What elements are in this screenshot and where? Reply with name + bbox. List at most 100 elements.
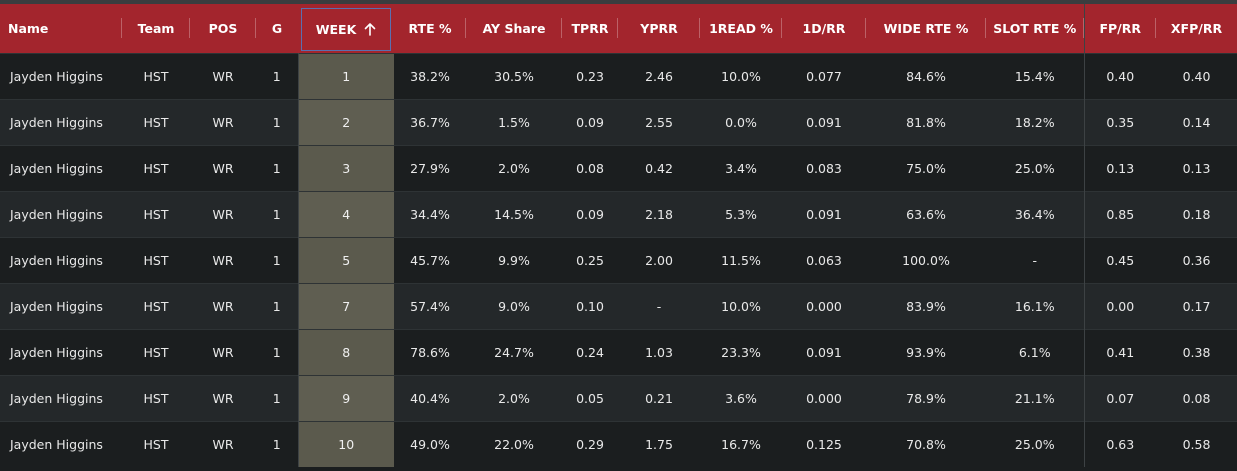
cell-name[interactable]: Jayden Higgins — [10, 252, 103, 268]
cell-team: HST — [143, 68, 169, 84]
cell-1drr: 0.125 — [806, 436, 842, 452]
cell-yprr: 2.00 — [645, 252, 673, 268]
col-divider — [561, 18, 562, 38]
cell-g: 1 — [256, 237, 299, 283]
cell-yprr: 0.21 — [645, 390, 673, 406]
cell-ay-share: 2.0% — [498, 160, 530, 176]
cell-xfprr: 0.17 — [1182, 298, 1211, 314]
cell-xfprr: 0.36 — [1182, 252, 1211, 268]
table-row[interactable]: Jayden Higgins HST WR 1 5 45.7% 9.9% 0.2… — [0, 237, 1237, 283]
cell-week: 3 — [298, 145, 394, 191]
col-header-yprr[interactable]: YPRR — [618, 4, 700, 53]
cell-wide-rte: 63.6% — [906, 206, 946, 222]
cell-slot-rte: 21.1% — [1014, 390, 1055, 406]
col-header-yprr-label: YPRR — [640, 20, 678, 36]
table-row[interactable]: Jayden Higgins HST WR 1 1 38.2% 30.5% 0.… — [0, 53, 1237, 99]
cell-xfprr: 0.38 — [1182, 344, 1211, 360]
col-header-pos[interactable]: POS — [190, 4, 256, 53]
col-header-team[interactable]: Team — [122, 4, 190, 53]
cell-tprr: 0.24 — [576, 344, 604, 360]
cell-name[interactable]: Jayden Higgins — [10, 298, 103, 314]
cell-name[interactable]: Jayden Higgins — [10, 206, 103, 222]
cell-name[interactable]: Jayden Higgins — [10, 344, 103, 360]
col-header-rte-label: RTE % — [408, 20, 452, 36]
col-header-1read-label: 1READ % — [709, 20, 773, 36]
cell-ay-share: 24.7% — [494, 344, 534, 360]
col-header-rte[interactable]: RTE % — [394, 4, 466, 53]
cell-ay-share: 2.0% — [498, 390, 530, 406]
cell-slot-rte: 25.0% — [1014, 436, 1055, 452]
table-row[interactable]: Jayden Higgins HST WR 1 9 40.4% 2.0% 0.0… — [0, 375, 1237, 421]
col-header-g[interactable]: G — [256, 4, 298, 53]
cell-tprr: 0.09 — [576, 206, 604, 222]
table-row[interactable]: Jayden Higgins HST WR 1 8 78.6% 24.7% 0.… — [0, 329, 1237, 375]
cell-pos: WR — [212, 206, 234, 222]
cell-ay-share: 22.0% — [494, 436, 534, 452]
cell-ay-share: 9.0% — [498, 298, 530, 314]
cell-g: 1 — [256, 375, 299, 421]
col-header-name-label: Name — [8, 20, 49, 36]
table-row[interactable]: Jayden Higgins HST WR 1 10 49.0% 22.0% 0… — [0, 421, 1237, 467]
table-row[interactable]: Jayden Higgins HST WR 1 3 27.9% 2.0% 0.0… — [0, 145, 1237, 191]
cell-name[interactable]: Jayden Higgins — [10, 160, 103, 176]
cell-rte: 57.4% — [410, 298, 450, 314]
table-row[interactable]: Jayden Higgins HST WR 1 2 36.7% 1.5% 0.0… — [0, 99, 1237, 145]
cell-tprr: 0.05 — [576, 390, 604, 406]
cell-rte: 78.6% — [410, 344, 450, 360]
cell-1drr: 0.000 — [806, 298, 842, 314]
cell-wide-rte: 83.9% — [906, 298, 946, 314]
col-header-1drr-label: 1D/RR — [802, 20, 846, 36]
cell-team: HST — [143, 160, 169, 176]
cell-yprr: 0.42 — [645, 160, 673, 176]
col-divider — [255, 18, 256, 38]
cell-tprr: 0.29 — [576, 436, 604, 452]
cell-yprr: 2.46 — [645, 68, 673, 84]
cell-rte: 27.9% — [410, 160, 450, 176]
cell-g: 1 — [256, 421, 299, 467]
col-header-week[interactable]: WEEK — [298, 4, 394, 53]
cell-ay-share: 30.5% — [494, 68, 534, 84]
cell-pos: WR — [212, 160, 234, 176]
arrow-up-icon[interactable] — [364, 22, 376, 37]
cell-name[interactable]: Jayden Higgins — [10, 436, 103, 452]
col-header-fprr[interactable]: FP/RR — [1083, 4, 1156, 53]
col-header-wide-rte[interactable]: WIDE RTE % — [866, 4, 986, 53]
cell-pos: WR — [212, 344, 234, 360]
col-header-ay-share[interactable]: AY Share — [466, 4, 562, 53]
cell-name[interactable]: Jayden Higgins — [10, 68, 103, 84]
col-header-name[interactable]: Name — [0, 4, 122, 53]
cell-name[interactable]: Jayden Higgins — [10, 114, 103, 130]
cell-rte: 40.4% — [410, 390, 450, 406]
cell-fprr: 0.63 — [1083, 421, 1156, 467]
col-header-1read[interactable]: 1READ % — [700, 4, 782, 53]
cell-1read: 11.5% — [721, 252, 761, 268]
cell-slot-rte: 15.4% — [1014, 68, 1055, 84]
cell-slot-rte: 18.2% — [1014, 114, 1055, 130]
cell-rte: 49.0% — [410, 436, 450, 452]
cell-team: HST — [143, 252, 169, 268]
col-header-xfprr[interactable]: XFP/RR — [1156, 4, 1237, 53]
col-header-1drr[interactable]: 1D/RR — [782, 4, 866, 53]
cell-pos: WR — [212, 298, 234, 314]
cell-1read: 23.3% — [721, 344, 761, 360]
cell-yprr: 1.75 — [645, 436, 673, 452]
cell-1drr: 0.091 — [806, 114, 842, 130]
col-header-tprr[interactable]: TPRR — [562, 4, 618, 53]
cell-tprr: 0.23 — [576, 68, 604, 84]
table-row[interactable]: Jayden Higgins HST WR 1 7 57.4% 9.0% 0.1… — [0, 283, 1237, 329]
col-divider — [1082, 18, 1084, 38]
sorted-column-outline: WEEK — [301, 8, 391, 51]
col-header-slot-rte[interactable]: SLOT RTE % — [986, 4, 1084, 53]
cell-g: 1 — [256, 53, 299, 99]
cell-xfprr: 0.18 — [1182, 206, 1211, 222]
header-row: Name Team POS G WEEK RTE % AY Share TPRR… — [0, 4, 1237, 53]
cell-ay-share: 14.5% — [494, 206, 534, 222]
col-header-tprr-label: TPRR — [571, 20, 609, 36]
cell-name[interactable]: Jayden Higgins — [10, 390, 103, 406]
col-header-week-label: WEEK — [315, 21, 357, 37]
cell-slot-rte: 16.1% — [1014, 298, 1055, 314]
table-row[interactable]: Jayden Higgins HST WR 1 4 34.4% 14.5% 0.… — [0, 191, 1237, 237]
cell-rte: 38.2% — [410, 68, 450, 84]
cell-fprr: 0.45 — [1083, 237, 1156, 283]
col-divider — [1155, 18, 1156, 38]
